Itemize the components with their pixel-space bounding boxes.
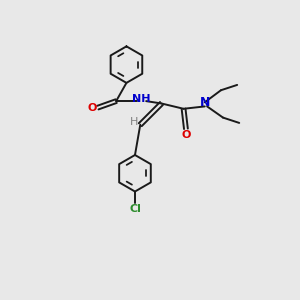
Text: NH: NH [132, 94, 151, 104]
Text: O: O [88, 103, 97, 112]
Text: N: N [200, 96, 210, 109]
Text: O: O [181, 130, 190, 140]
Text: H: H [130, 117, 138, 127]
Text: Cl: Cl [129, 204, 141, 214]
